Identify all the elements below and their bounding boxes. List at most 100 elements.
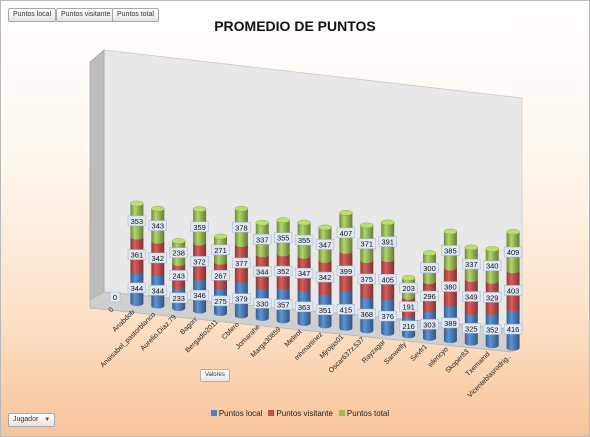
data-label-box bbox=[190, 289, 209, 301]
data-label-box bbox=[169, 247, 188, 258]
data-label: 344 bbox=[152, 286, 165, 295]
category-tick-label: Vicenteblasrodrig.. bbox=[467, 353, 513, 399]
data-label: 359 bbox=[193, 223, 206, 232]
data-label: 346 bbox=[193, 291, 206, 300]
data-label-box bbox=[294, 301, 314, 313]
data-label: 355 bbox=[298, 236, 311, 245]
data-label-box bbox=[253, 298, 272, 309]
data-label-box bbox=[378, 236, 397, 247]
data-label: 379 bbox=[235, 295, 248, 304]
data-label-box bbox=[378, 274, 397, 285]
data-label-box bbox=[211, 244, 230, 256]
data-label: 391 bbox=[381, 238, 394, 247]
data-label-box bbox=[378, 310, 397, 322]
data-label-box bbox=[148, 220, 167, 231]
data-label-box bbox=[399, 301, 418, 312]
data-label: 296 bbox=[423, 292, 436, 301]
data-label: 271 bbox=[214, 246, 227, 255]
data-label: 344 bbox=[256, 268, 269, 277]
data-label: 372 bbox=[193, 257, 206, 266]
values-field-button[interactable]: Valores bbox=[200, 369, 230, 382]
data-label: 399 bbox=[340, 267, 353, 276]
data-label: 340 bbox=[486, 262, 499, 271]
bar-top-cap bbox=[234, 205, 249, 212]
data-label: 352 bbox=[486, 326, 499, 335]
data-label: 347 bbox=[319, 241, 332, 250]
data-label-box bbox=[109, 291, 121, 303]
data-label-box bbox=[127, 282, 147, 294]
legend-item-local: Puntos local bbox=[210, 409, 262, 418]
data-label-box bbox=[315, 304, 335, 316]
bar-top-cap bbox=[255, 219, 269, 226]
data-label-box bbox=[232, 222, 251, 233]
data-label-box bbox=[148, 252, 167, 264]
data-label: 344 bbox=[131, 284, 144, 293]
data-label: 409 bbox=[507, 248, 520, 257]
data-label-box bbox=[232, 293, 251, 304]
legend: Puntos local Puntos visitante Puntos tot… bbox=[200, 407, 400, 419]
bar-top-cap bbox=[318, 224, 332, 231]
data-label-box bbox=[357, 308, 376, 320]
data-label-box bbox=[503, 323, 523, 335]
data-label: 342 bbox=[319, 273, 332, 282]
data-label: 355 bbox=[277, 234, 290, 243]
data-label-box bbox=[190, 221, 209, 233]
data-label-box bbox=[420, 319, 439, 330]
data-label-box bbox=[483, 260, 502, 271]
legend-label-total: Puntos total bbox=[346, 408, 390, 418]
data-label: 343 bbox=[152, 222, 165, 231]
data-label-box bbox=[232, 257, 251, 269]
data-label-box bbox=[462, 323, 481, 334]
data-label-box bbox=[462, 258, 481, 270]
data-label: 389 bbox=[444, 319, 457, 328]
data-label: 378 bbox=[235, 223, 248, 232]
data-label-box bbox=[420, 290, 439, 302]
data-label: 325 bbox=[465, 324, 478, 333]
data-label-box bbox=[336, 304, 356, 315]
legend-swatch-local bbox=[210, 410, 217, 416]
bar-top-cap bbox=[422, 250, 437, 256]
chart-title: PROMEDIO DE PUNTOS bbox=[214, 18, 376, 34]
data-label: 416 bbox=[507, 325, 520, 334]
bar-top-cap bbox=[130, 200, 144, 207]
data-label-box bbox=[253, 266, 272, 277]
category-tick-label: silencyo bbox=[427, 346, 450, 369]
data-label: 415 bbox=[340, 305, 353, 314]
data-label: 347 bbox=[298, 269, 311, 278]
data-label-box bbox=[274, 265, 293, 277]
data-label-box bbox=[462, 291, 481, 302]
data-label-box bbox=[274, 232, 293, 243]
data-label-box bbox=[483, 324, 502, 335]
jugador-filter-button[interactable]: Jugador ▼ bbox=[8, 413, 56, 427]
data-label: 0 bbox=[113, 293, 117, 302]
data-label-box bbox=[127, 215, 147, 227]
data-label-box bbox=[357, 238, 376, 249]
legend-item-total: Puntos total bbox=[338, 408, 390, 418]
bar-top-cap bbox=[464, 244, 478, 251]
data-label: 203 bbox=[402, 284, 415, 293]
data-label-box bbox=[294, 234, 314, 246]
data-label: 352 bbox=[277, 267, 290, 276]
legend-swatch-total bbox=[338, 410, 345, 416]
data-label-box bbox=[148, 285, 167, 296]
data-label-box bbox=[399, 320, 418, 332]
field-button-puntos-total[interactable]: Puntos total bbox=[112, 8, 159, 22]
data-label-box bbox=[127, 249, 147, 260]
bar-top-cap bbox=[485, 246, 499, 252]
legend-label-visitante: Puntos visitante bbox=[276, 408, 333, 418]
bar-top-cap bbox=[276, 217, 290, 224]
data-label-box bbox=[211, 295, 230, 307]
data-label: 330 bbox=[256, 299, 269, 308]
bar-top-cap bbox=[339, 210, 353, 216]
chevron-down-icon: ▼ bbox=[44, 417, 51, 423]
data-label: 376 bbox=[381, 312, 394, 321]
data-label-box bbox=[253, 234, 272, 245]
bar-top-cap bbox=[171, 238, 186, 244]
bar-top-cap bbox=[381, 219, 395, 226]
field-button-puntos-local[interactable]: Puntos local bbox=[8, 8, 57, 22]
data-label-box bbox=[336, 227, 356, 239]
data-label-box bbox=[441, 317, 460, 329]
data-label: 238 bbox=[172, 249, 185, 258]
data-label: 349 bbox=[465, 293, 478, 302]
data-label: 303 bbox=[423, 320, 436, 329]
